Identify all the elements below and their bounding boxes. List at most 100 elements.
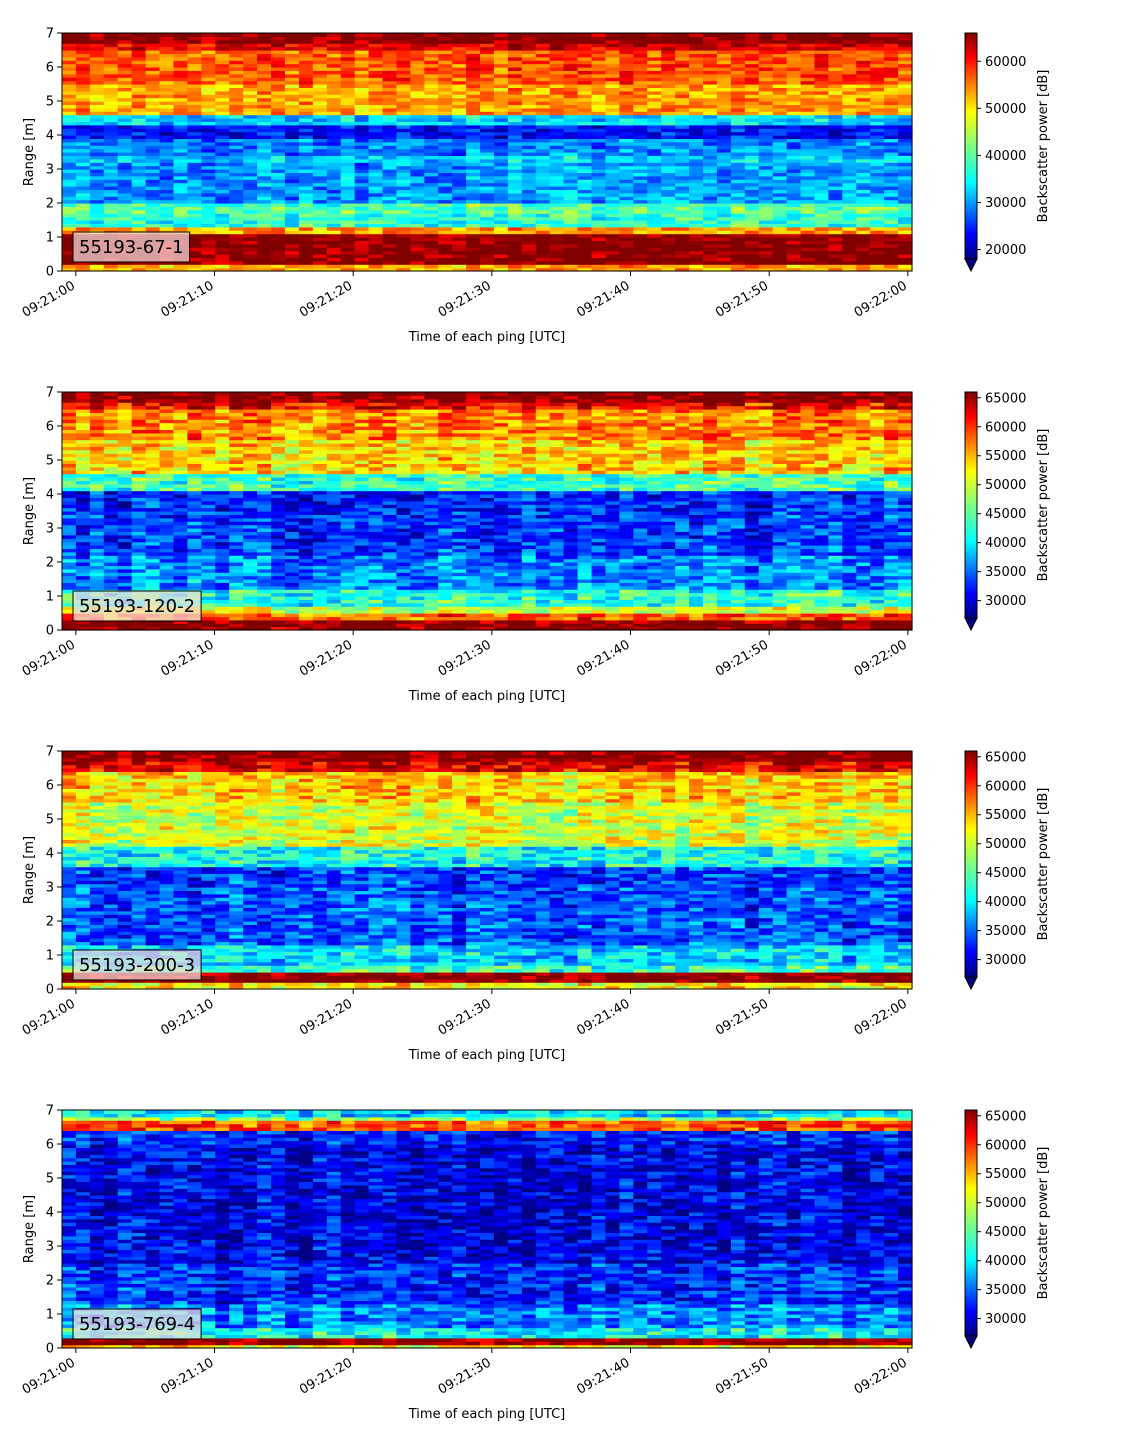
heatmap-cell [772, 264, 788, 269]
heatmap-cell [159, 402, 175, 407]
heatmap-cell [535, 175, 551, 180]
heatmap-cell [298, 179, 314, 184]
heatmap-cell [814, 264, 829, 269]
heatmap-cell [173, 87, 189, 92]
heatmap-cell [884, 264, 899, 269]
heatmap-cell [145, 135, 161, 139]
heatmap-cell [396, 254, 411, 258]
heatmap-cell [187, 148, 202, 153]
heatmap-cell [89, 145, 105, 150]
heatmap-cell [326, 114, 342, 119]
heatmap-cell [619, 158, 634, 163]
colorbar-tick-label: 50000 [985, 102, 1026, 117]
heatmap-cell [312, 131, 328, 136]
heatmap-cell [326, 70, 342, 75]
heatmap-cell [800, 250, 816, 255]
heatmap-cell [75, 70, 91, 75]
heatmap-cell [284, 216, 300, 221]
heatmap-cell [633, 158, 648, 163]
heatmap-cell [201, 121, 216, 126]
heatmap-cell [466, 250, 481, 255]
heatmap-cell [229, 131, 244, 136]
heatmap-cell [702, 158, 718, 163]
heatmap-cell [89, 90, 105, 95]
heatmap-cell [298, 196, 314, 201]
heatmap-cell [535, 192, 551, 197]
heatmap-cell [229, 101, 244, 105]
heatmap-cell [340, 216, 356, 221]
heatmap-cell [229, 169, 244, 173]
heatmap-cell [159, 36, 175, 41]
heatmap-cell [131, 87, 147, 92]
heatmap-cell [257, 43, 272, 48]
heatmap-cell [243, 237, 258, 241]
heatmap-cell [284, 36, 300, 41]
heatmap-cell [159, 203, 175, 207]
heatmap-cell [716, 141, 732, 146]
heatmap-cell [298, 175, 314, 180]
heatmap-cell [577, 209, 593, 214]
heatmap-cell [535, 209, 551, 214]
heatmap-cell [62, 230, 77, 235]
heatmap-cell [619, 165, 634, 170]
heatmap-cell [312, 209, 328, 214]
heatmap-cell [312, 56, 328, 61]
heatmap-cell [577, 165, 593, 170]
heatmap-cell [284, 141, 300, 146]
heatmap-cell [744, 209, 760, 214]
heatmap-cell [828, 158, 843, 163]
heatmap-cell [215, 131, 230, 136]
heatmap-cell [368, 172, 384, 177]
heatmap-cell [229, 145, 244, 150]
heatmap-cell [577, 250, 593, 255]
heatmap-cell [257, 53, 272, 58]
heatmap-cell [730, 182, 746, 187]
heatmap-cell [326, 267, 342, 272]
heatmap-cell [257, 63, 272, 68]
heatmap-cell [340, 131, 356, 136]
heatmap-cell [312, 179, 328, 184]
heatmap-cell [633, 192, 648, 197]
heatmap-cell [159, 43, 175, 48]
heatmap-cell [284, 257, 300, 262]
heatmap-cell [521, 216, 537, 221]
heatmap-cell [271, 118, 286, 122]
heatmap-cell [382, 135, 398, 139]
heatmap-cell [702, 175, 718, 180]
heatmap-cell [201, 101, 216, 105]
heatmap-cell [187, 243, 202, 248]
heatmap-cell [466, 192, 481, 197]
heatmap-cell [257, 33, 272, 37]
heatmap-cell [243, 121, 258, 126]
heatmap-cell [633, 33, 648, 37]
heatmap-cell [410, 264, 425, 269]
heatmap-cell [284, 107, 300, 112]
heatmap-cell [340, 101, 356, 105]
heatmap-cell [828, 264, 843, 269]
heatmap-cell [187, 60, 202, 65]
heatmap-cell [758, 33, 774, 37]
heatmap-cell [89, 186, 105, 190]
heatmap-cell [62, 39, 77, 44]
heatmap-cell [814, 250, 829, 255]
heatmap-cell [326, 230, 342, 235]
heatmap-cell [62, 107, 77, 112]
heatmap-cell [159, 264, 175, 269]
heatmap-cell [284, 182, 300, 187]
colorbar-tick-label: 30000 [985, 196, 1026, 211]
heatmap-cell [702, 209, 718, 214]
heatmap-cell [591, 182, 607, 187]
heatmap-cell [298, 152, 314, 156]
heatmap-cell [131, 46, 147, 51]
heatmap-cell [173, 226, 189, 231]
heatmap-cell [424, 192, 439, 197]
heatmap-cell [312, 97, 328, 102]
heatmap-cell [103, 104, 119, 109]
heatmap-cell [521, 158, 537, 163]
heatmap-cell [145, 50, 161, 54]
heatmap-cell [340, 135, 356, 139]
heatmap-cell [368, 175, 384, 180]
heatmap-cell [159, 131, 175, 136]
heatmap-cell [507, 182, 523, 187]
heatmap-cell [326, 97, 342, 102]
